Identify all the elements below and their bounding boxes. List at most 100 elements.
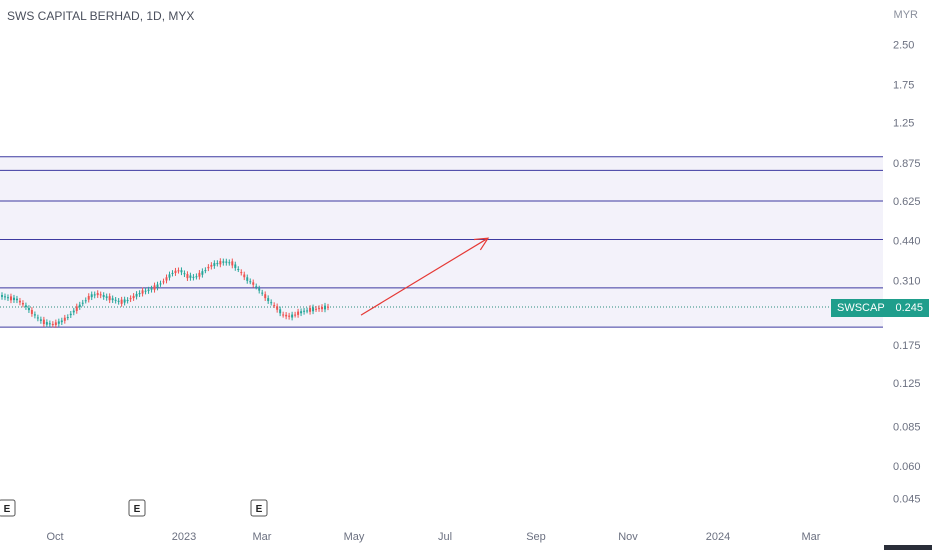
y-axis-tick-label: 0.875 xyxy=(893,158,921,170)
candle xyxy=(321,304,324,313)
candle xyxy=(3,293,6,301)
candle xyxy=(168,271,171,281)
candle xyxy=(6,294,9,301)
candle xyxy=(135,291,138,300)
candle xyxy=(312,304,315,315)
candle xyxy=(27,305,30,313)
candle xyxy=(138,290,141,298)
candle xyxy=(51,321,54,328)
candle xyxy=(303,307,306,315)
y-axis-tick-label: 2.50 xyxy=(893,39,914,51)
svg-text:E: E xyxy=(256,504,263,515)
candle xyxy=(114,297,117,304)
projection-arrow[interactable] xyxy=(360,237,489,316)
candle xyxy=(102,292,105,300)
candle xyxy=(63,314,66,324)
candle xyxy=(93,291,96,299)
candle xyxy=(60,317,63,326)
candle xyxy=(144,287,147,295)
candle xyxy=(282,311,285,318)
candle xyxy=(87,293,90,303)
candle xyxy=(120,296,123,307)
candle xyxy=(129,295,132,303)
candle xyxy=(33,311,36,319)
candle xyxy=(264,291,267,301)
svg-text:E: E xyxy=(4,504,11,515)
candle xyxy=(288,312,291,320)
x-axis-tick-label: 2024 xyxy=(706,531,730,543)
candle xyxy=(231,258,234,269)
candle xyxy=(213,260,216,269)
candle xyxy=(204,267,207,274)
candle xyxy=(117,298,120,305)
y-axis-tick-label: 0.175 xyxy=(893,340,921,352)
candle xyxy=(174,267,177,276)
candle xyxy=(318,305,321,312)
x-axis-tick-label: Mar xyxy=(802,531,821,543)
candle xyxy=(273,302,276,309)
candle xyxy=(306,307,309,314)
candle xyxy=(252,279,255,288)
candle xyxy=(111,295,114,303)
y-axis-tick-label: 0.060 xyxy=(893,461,921,473)
candle xyxy=(81,299,84,307)
y-axis-tick-label: 0.440 xyxy=(893,236,921,248)
x-axis-tick-label: Oct xyxy=(46,531,63,543)
candle xyxy=(132,293,135,301)
earnings-marker[interactable]: E xyxy=(250,499,268,517)
currency-label: MYR xyxy=(893,9,918,21)
x-axis-tick-label: Jul xyxy=(438,531,452,543)
candle xyxy=(258,285,261,294)
candle xyxy=(186,271,189,281)
candle xyxy=(255,283,258,290)
candle xyxy=(300,308,303,317)
candle xyxy=(57,318,60,327)
candle xyxy=(270,299,273,306)
candle xyxy=(126,297,129,304)
candle xyxy=(48,320,51,328)
earnings-marker[interactable]: E xyxy=(128,499,146,517)
candle xyxy=(327,303,329,311)
candle xyxy=(69,311,72,318)
shaded-range-band xyxy=(0,156,883,328)
x-axis-tick-label: Mar xyxy=(253,531,272,543)
last-price-badge: SWSCAP 0.245 xyxy=(831,299,929,317)
candle xyxy=(162,278,165,285)
x-axis-tick-label: 2023 xyxy=(172,531,196,543)
candle xyxy=(96,290,99,298)
candle xyxy=(219,258,222,268)
candle xyxy=(297,308,300,318)
projection-arrowhead xyxy=(474,237,490,251)
y-axis-tick-label: 0.085 xyxy=(893,422,921,434)
y-axis-tick-label: 1.25 xyxy=(893,118,914,130)
candle xyxy=(21,300,24,308)
y-axis-tick-label: 0.125 xyxy=(893,378,921,390)
candle xyxy=(18,297,21,306)
candle xyxy=(156,281,159,291)
candle xyxy=(285,312,288,320)
chart-title: SWS CAPITAL BERHAD, 1D, MYX xyxy=(7,9,195,23)
candle xyxy=(30,307,33,317)
candle xyxy=(12,294,15,303)
candle xyxy=(246,274,249,284)
candle xyxy=(198,270,201,280)
candle xyxy=(165,274,168,284)
candle xyxy=(225,258,228,266)
candle xyxy=(291,311,294,321)
earnings-marker[interactable]: E xyxy=(0,499,16,517)
candle xyxy=(123,296,126,306)
candle xyxy=(39,316,42,324)
candle xyxy=(99,291,102,299)
candle xyxy=(153,282,156,293)
candle xyxy=(1,292,3,300)
candle xyxy=(240,269,243,276)
price-badge-value: 0.245 xyxy=(895,302,923,314)
candle xyxy=(309,305,312,315)
x-axis-tick-label: Nov xyxy=(618,531,638,543)
candle xyxy=(147,286,150,294)
time-scale-scrollbar[interactable] xyxy=(884,545,932,550)
candle xyxy=(141,287,144,297)
candle xyxy=(180,267,183,276)
